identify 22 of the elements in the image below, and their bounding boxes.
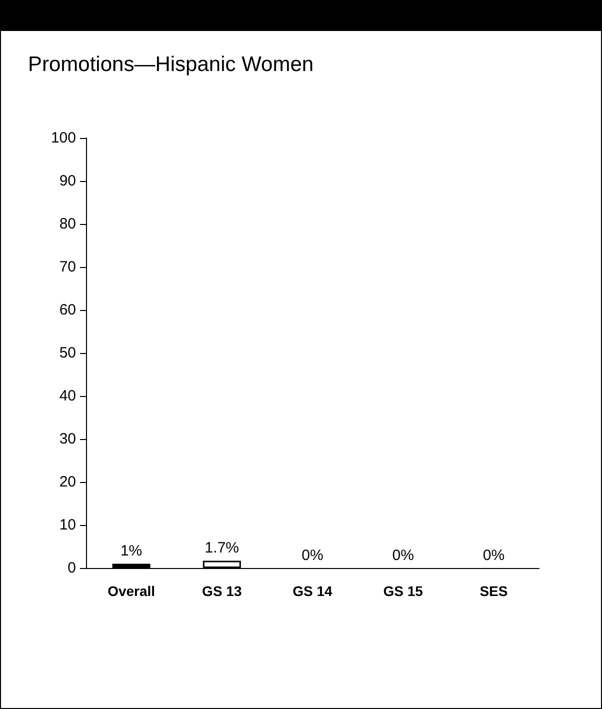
- x-tick-label: SES: [480, 583, 508, 599]
- chart-title: Promotions—Hispanic Women: [28, 53, 314, 76]
- y-tick-label: 80: [59, 216, 76, 232]
- x-tick-label: GS 14: [292, 583, 333, 599]
- y-tick-label: 40: [59, 388, 76, 404]
- y-tick-label: 0: [68, 560, 76, 576]
- y-tick-label: 20: [59, 474, 76, 490]
- x-tick-label: GS 13: [202, 583, 242, 599]
- data-label: 1.7%: [204, 540, 239, 557]
- data-label: 1%: [120, 542, 142, 560]
- y-tick-label: 90: [59, 172, 76, 190]
- y-tick-label: 100: [50, 130, 76, 146]
- y-tick-label: 10: [59, 516, 76, 534]
- data-label: 0%: [392, 547, 414, 564]
- y-tick-label: 60: [59, 302, 76, 318]
- y-tick-label: 30: [59, 430, 76, 448]
- y-tick-label: 50: [59, 344, 76, 362]
- x-tick-label: GS 15: [383, 583, 424, 599]
- x-tick-label: Overall: [108, 583, 156, 599]
- data-label: 0%: [482, 547, 505, 564]
- y-tick-label: 70: [59, 258, 76, 276]
- data-label: 0%: [302, 547, 324, 564]
